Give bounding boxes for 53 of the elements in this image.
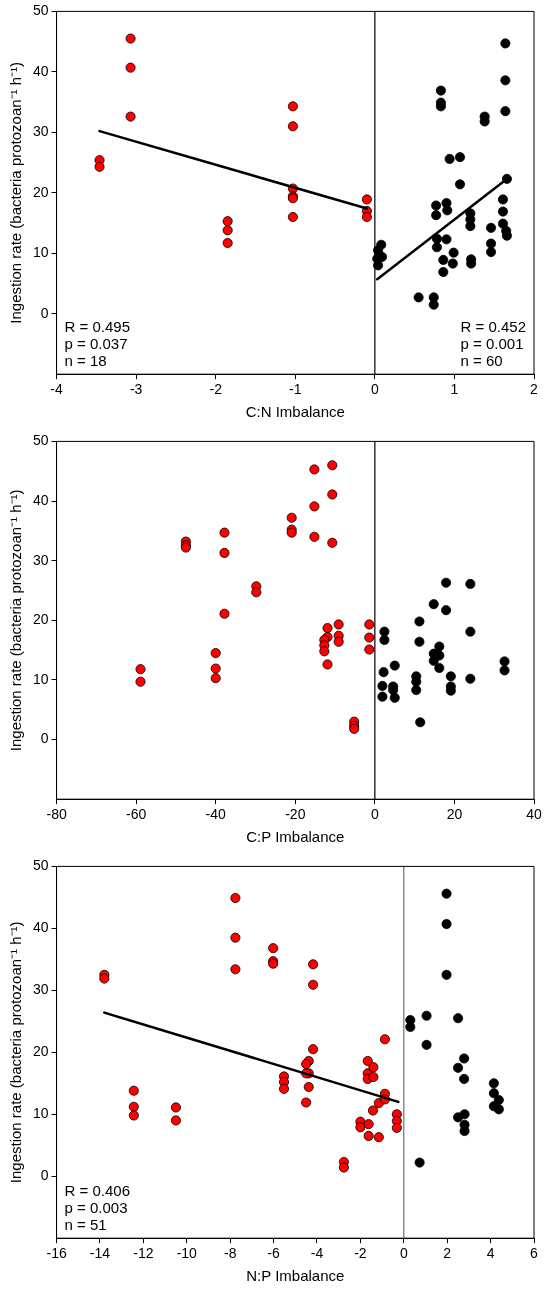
annotation: R = 0.495 p = 0.037 n = 18: [64, 318, 131, 370]
x-tick-label: 2: [530, 381, 539, 398]
x-tick-label: 2: [443, 1245, 452, 1262]
y-tick-label: 20: [32, 183, 49, 200]
x-tick-label: -12: [133, 1245, 154, 1262]
x-tick-label: -3: [129, 381, 143, 398]
x-tick-label: 40: [526, 806, 542, 823]
x-tick-label: -4: [310, 1245, 324, 1262]
annotation: R = 0.406 p = 0.003 n = 51: [64, 1182, 131, 1234]
x-tick-label: -4: [50, 381, 64, 398]
y-tick-label: 40: [32, 919, 49, 936]
x-tick-label: -40: [205, 806, 227, 823]
x-tick-label: 1: [450, 381, 459, 398]
y-tick-label: 10: [32, 244, 49, 261]
y-tick-label: 30: [32, 551, 49, 568]
y-axis-title: Ingestion rate (bacteria protozoan⁻¹ h⁻¹): [7, 61, 25, 324]
y-tick-label: 30: [32, 123, 49, 140]
x-tick-label: -16: [46, 1245, 67, 1262]
y-tick-label: 10: [32, 670, 49, 687]
y-tick-label: 0: [40, 730, 49, 747]
x-axis-title: C:P Imbalance: [246, 828, 345, 846]
y-tick-label: 0: [40, 304, 49, 321]
x-tick-label: -8: [223, 1245, 237, 1262]
x-tick-label: -2: [209, 381, 223, 398]
y-axis-title: Ingestion rate (bacteria protozoan⁻¹ h⁻¹): [7, 921, 25, 1184]
y-tick-label: 40: [32, 491, 49, 508]
annotation: R = 0.452 p = 0.001 n = 60: [460, 318, 526, 370]
y-axis-title: Ingestion rate (bacteria protozoan⁻¹ h⁻¹): [7, 489, 25, 752]
x-tick-label: -1: [289, 381, 302, 398]
x-axis-title: N:P Imbalance: [246, 1267, 345, 1285]
x-tick-label: 20: [446, 806, 463, 823]
x-tick-label: 0: [370, 806, 379, 823]
x-tick-label: 6: [530, 1245, 539, 1262]
x-tick-label: -2: [354, 1245, 367, 1262]
x-tick-label: -80: [46, 806, 67, 823]
x-tick-label: -20: [285, 806, 306, 823]
x-axis-title: C:N Imbalance: [245, 403, 345, 421]
y-tick-label: 50: [32, 857, 49, 874]
x-tick-label: -6: [267, 1245, 281, 1262]
y-tick-label: 20: [32, 1043, 49, 1060]
y-tick-label: 20: [32, 611, 49, 628]
x-tick-label: -14: [89, 1245, 111, 1262]
x-tick-label: 4: [486, 1245, 495, 1262]
y-tick-label: 50: [32, 2, 49, 19]
x-tick-label: -10: [176, 1245, 198, 1262]
y-tick-label: 0: [40, 1167, 49, 1184]
y-tick-label: 50: [32, 432, 49, 449]
y-tick-label: 40: [32, 62, 49, 79]
y-tick-label: 10: [32, 1105, 49, 1122]
x-tick-label: -60: [126, 806, 147, 823]
x-tick-label: 0: [399, 1245, 408, 1262]
y-tick-label: 30: [32, 981, 49, 998]
x-tick-label: 0: [370, 381, 379, 398]
